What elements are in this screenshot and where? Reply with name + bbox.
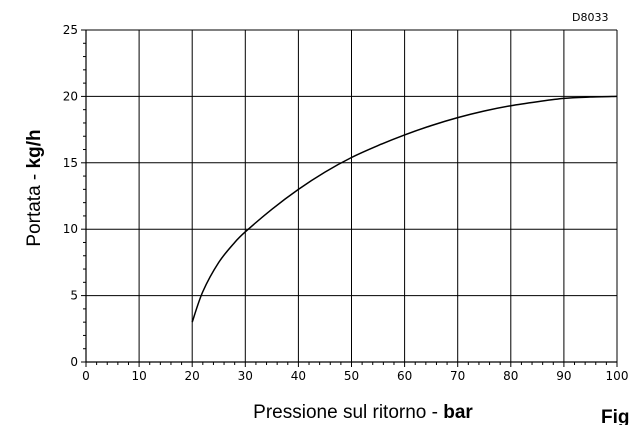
x-tick-label: 60 — [397, 369, 412, 383]
y-axis-title-text: Portata - — [24, 168, 45, 246]
x-axis-title: Pressione sul ritorno - bar — [253, 402, 473, 423]
drawing-code: D8033 — [572, 11, 608, 24]
plot-frame — [85, 30, 617, 363]
y-tick-label: 15 — [63, 156, 78, 170]
y-tick-labels: 0 5 10 15 20 25 — [63, 23, 78, 369]
x-tick-label: 30 — [238, 369, 253, 383]
y-axis-title-unit: kg/h — [24, 129, 45, 168]
figure-label: Fig — [601, 407, 630, 425]
x-tick-label: 10 — [131, 369, 146, 383]
y-tick-label: 5 — [70, 289, 78, 303]
x-tick-label: 40 — [291, 369, 306, 383]
x-tick-labels: 0 10 20 30 40 50 60 70 80 90 100 — [82, 369, 628, 383]
y-tick-label: 0 — [70, 355, 78, 369]
flow-curve — [191, 95, 618, 323]
series-layer — [191, 95, 618, 323]
y-tick-label: 25 — [63, 23, 78, 37]
x-tick-label: 0 — [82, 369, 90, 383]
x-axis-title-text: Pressione sul ritorno - — [253, 402, 443, 423]
x-axis-title-unit: bar — [443, 402, 473, 423]
x-tick-label: 50 — [344, 369, 359, 383]
minor-ticks — [83, 42, 607, 365]
x-tick-label: 80 — [503, 369, 518, 383]
x-tick-label: 90 — [556, 369, 571, 383]
grid — [81, 29, 618, 367]
y-tick-label: 10 — [63, 222, 78, 236]
y-tick-label: 20 — [63, 89, 78, 103]
y-axis-title: Portata - kg/h — [24, 129, 45, 246]
x-tick-label: 70 — [450, 369, 465, 383]
x-tick-label: 100 — [606, 369, 629, 383]
x-tick-label: 20 — [185, 369, 200, 383]
